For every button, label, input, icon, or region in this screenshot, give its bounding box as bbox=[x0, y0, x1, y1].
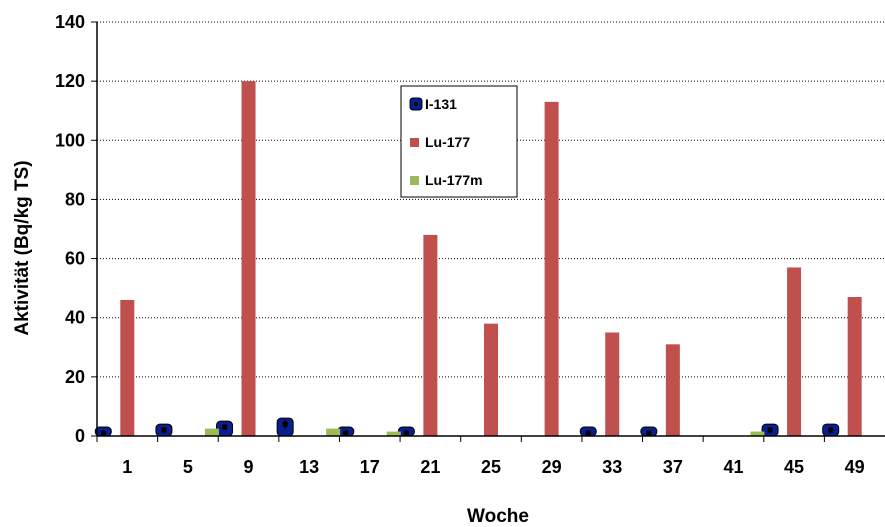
x-tick-label: 49 bbox=[845, 457, 865, 477]
x-tick-label: 5 bbox=[183, 457, 193, 477]
x-tick-label: 9 bbox=[244, 457, 254, 477]
bar-lu177 bbox=[241, 81, 256, 437]
bar-lu177 bbox=[787, 267, 802, 436]
y-tick-label: 100 bbox=[55, 130, 85, 150]
y-tick-label: 0 bbox=[75, 426, 85, 446]
bars-layer bbox=[94, 81, 862, 437]
x-tick-label: 25 bbox=[481, 457, 501, 477]
error-marker bbox=[222, 424, 228, 430]
error-marker bbox=[343, 430, 349, 436]
x-axis-title: Woche bbox=[467, 506, 529, 527]
error-marker bbox=[161, 427, 167, 433]
x-tick-label: 21 bbox=[420, 457, 440, 477]
bar-lu177 bbox=[484, 323, 498, 436]
bar-lu177 bbox=[847, 297, 862, 436]
legend-swatch-lu177 bbox=[410, 138, 419, 147]
legend-label: Lu-177m bbox=[425, 172, 483, 188]
bar-lu177 bbox=[544, 101, 559, 436]
error-marker bbox=[646, 430, 652, 436]
error-marker bbox=[767, 427, 773, 433]
y-tick-label: 60 bbox=[65, 249, 85, 269]
legend-marker bbox=[414, 102, 418, 106]
bar-lu177m bbox=[204, 428, 219, 436]
bar-lu177m bbox=[386, 431, 401, 436]
legend-label: I-131 bbox=[425, 96, 457, 112]
y-tick-label: 40 bbox=[65, 308, 85, 328]
error-marker bbox=[828, 427, 834, 433]
legend-label: Lu-177 bbox=[425, 134, 470, 150]
x-tick-label: 29 bbox=[542, 457, 562, 477]
legend: I-131 Lu-177 Lu-177m bbox=[400, 85, 518, 198]
y-tick-label: 80 bbox=[65, 189, 85, 209]
bar-lu177 bbox=[423, 234, 438, 436]
x-tick-label: 45 bbox=[784, 457, 804, 477]
bar-lu177 bbox=[665, 344, 680, 436]
bar-lu177 bbox=[605, 332, 620, 436]
bar-lu177m bbox=[750, 431, 765, 436]
error-marker bbox=[403, 430, 409, 436]
bar-lu177 bbox=[120, 299, 135, 436]
axes bbox=[96, 22, 885, 437]
y-tick-labels: 0 20 40 60 80 100 120 140 bbox=[55, 12, 97, 446]
error-marker bbox=[585, 430, 591, 436]
x-tick-label: 17 bbox=[360, 457, 380, 477]
x-tick-label: 1 bbox=[122, 457, 132, 477]
error-marker bbox=[100, 430, 106, 436]
bar-lu177m bbox=[326, 428, 341, 436]
x-tick-labels: 1 5 9 13 17 21 25 29 33 37 41 45 49 bbox=[96, 436, 865, 477]
error-marker bbox=[282, 421, 288, 427]
x-tick-label: 41 bbox=[723, 457, 743, 477]
x-tick-label: 37 bbox=[663, 457, 683, 477]
y-axis-title: Aktivität (Bq/kg TS) bbox=[12, 160, 33, 335]
y-tick-label: 120 bbox=[55, 71, 85, 91]
x-tick-label: 33 bbox=[602, 457, 622, 477]
y-tick-label: 20 bbox=[65, 367, 85, 387]
y-tick-label: 140 bbox=[55, 12, 85, 32]
legend-swatch-lu177m bbox=[410, 176, 419, 185]
x-tick-label: 13 bbox=[299, 457, 319, 477]
